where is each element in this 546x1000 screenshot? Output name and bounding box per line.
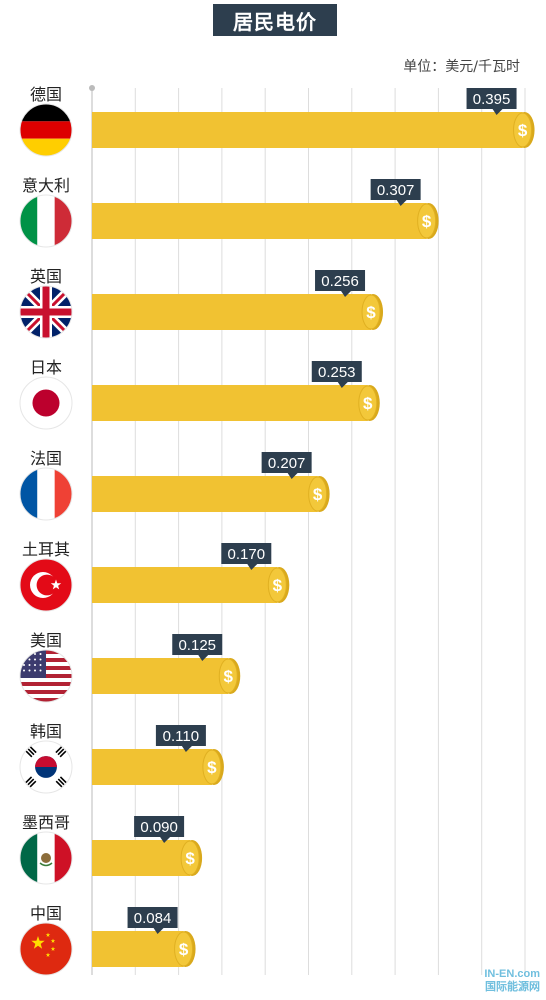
svg-text:$: $ [366, 303, 376, 322]
dollar-coin-icon: $ [180, 840, 203, 876]
turkey-flag-icon [19, 558, 73, 612]
dollar-coin-icon: $ [417, 203, 439, 239]
dollar-coin-icon: $ [308, 476, 330, 512]
chart-row: 英国 $0.256 [19, 267, 384, 339]
value-text: 0.395 [473, 91, 511, 108]
dollar-coin-icon: $ [358, 385, 380, 421]
watermark-line1: IN-EN.com [484, 968, 540, 980]
value-text: 0.125 [178, 637, 216, 654]
svg-text:$: $ [179, 940, 189, 959]
chart-rows: 德国 $0.395 意大利 $0.307 英国 $0.256 日本 $0.253 法国 $0.20… [19, 85, 535, 976]
value-label: 0.207 [261, 452, 312, 479]
bar [92, 112, 523, 148]
bar [92, 567, 278, 603]
country-label: 土耳其 [22, 540, 70, 559]
value-label: 0.256 [315, 270, 366, 297]
svg-text:$: $ [224, 667, 234, 686]
value-text: 0.090 [140, 819, 178, 836]
country-label: 韩国 [30, 722, 62, 741]
chart-row: 法国 $0.207 [19, 449, 330, 521]
chart-row: 土耳其 $0.170 [19, 540, 290, 612]
svg-text:$: $ [422, 212, 432, 231]
dollar-coin-icon: $ [174, 931, 196, 967]
svg-text:$: $ [313, 485, 323, 504]
country-label: 中国 [30, 904, 62, 923]
value-text: 0.110 [163, 728, 199, 745]
svg-text:$: $ [185, 849, 195, 868]
chart-row: 美国 $0.125 [19, 631, 241, 703]
value-text: 0.084 [134, 910, 172, 927]
bar [92, 749, 212, 785]
svg-text:$: $ [273, 576, 283, 595]
value-text: 0.256 [321, 273, 359, 290]
axis-dot [89, 85, 95, 91]
svg-text:$: $ [518, 121, 528, 140]
france-flag-icon [19, 467, 73, 521]
germany-flag-icon [19, 103, 73, 157]
unit-label: 单位：美元/千瓦时 [403, 59, 520, 75]
value-text: 0.207 [268, 455, 306, 472]
china-flag-icon [19, 922, 73, 976]
dollar-coin-icon: $ [513, 112, 535, 148]
value-label: 0.084 [127, 907, 178, 934]
value-label: 0.253 [311, 361, 362, 388]
bar [92, 658, 229, 694]
bar [92, 931, 184, 967]
value-label: 0.395 [466, 88, 517, 115]
country-label: 德国 [30, 85, 62, 104]
value-label: 0.110 [155, 725, 206, 752]
value-text: 0.170 [228, 546, 266, 563]
italy-flag-icon [19, 194, 73, 248]
value-label: 0.307 [370, 179, 421, 206]
chart-row: 日本 $0.253 [19, 358, 380, 430]
svg-text:$: $ [363, 394, 373, 413]
bar [92, 385, 368, 421]
dollar-coin-icon: $ [202, 749, 224, 785]
bar [92, 294, 372, 330]
value-text: 0.253 [318, 364, 356, 381]
country-label: 法国 [30, 449, 62, 468]
south-korea-flag-icon [19, 740, 73, 794]
watermark: IN-EN.com 国际能源网 [484, 968, 540, 994]
japan-flag-icon [19, 376, 73, 430]
bar [92, 203, 427, 239]
bar [92, 476, 318, 512]
chart-row: 中国 $0.084 [19, 904, 196, 976]
country-label: 意大利 [22, 176, 70, 195]
chart-title: 居民电价 [213, 4, 337, 36]
value-label: 0.090 [134, 816, 185, 843]
dollar-coin-icon: $ [218, 658, 241, 694]
country-label: 美国 [30, 631, 62, 650]
bar [92, 840, 191, 876]
country-label: 英国 [30, 267, 62, 286]
chart-row: 德国 $0.395 [19, 85, 535, 157]
svg-text:$: $ [207, 758, 217, 777]
dollar-coin-icon: $ [267, 567, 290, 603]
chart-row: 韩国 $0.110 [19, 722, 224, 794]
usa-flag-icon [19, 649, 73, 703]
watermark-line2: 国际能源网 [485, 981, 540, 993]
value-text: 0.307 [377, 182, 415, 199]
chart-row: 墨西哥 $0.090 [19, 813, 203, 885]
value-label: 0.170 [221, 543, 272, 570]
value-label: 0.125 [172, 634, 223, 661]
uk-flag-icon [19, 285, 73, 339]
mexico-flag-icon [19, 831, 73, 885]
country-label: 日本 [30, 358, 62, 377]
chart-row: 意大利 $0.307 [19, 176, 439, 248]
dollar-coin-icon: $ [361, 294, 384, 330]
country-label: 墨西哥 [22, 813, 70, 832]
